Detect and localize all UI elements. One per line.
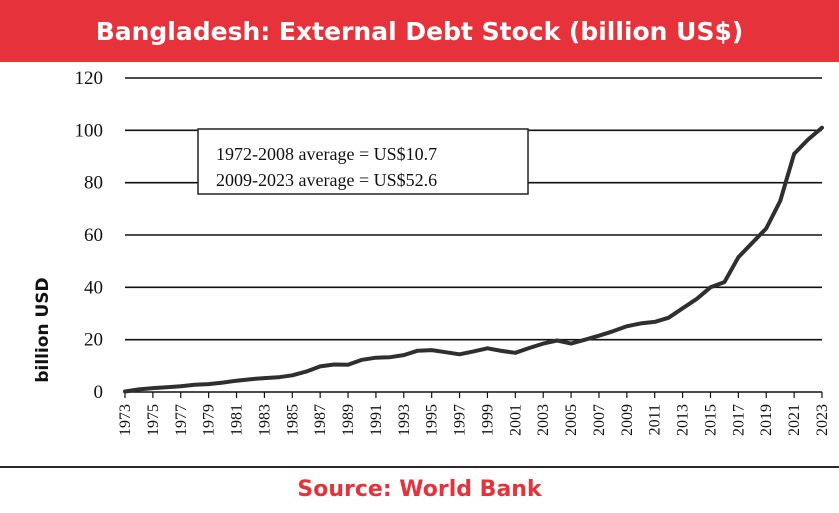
x-tick-label: 1981 bbox=[229, 404, 246, 436]
x-tick-label: 2005 bbox=[563, 404, 580, 436]
x-tick-labels: 1973 1975 1977 1979 1981 1983 1985 1987 1989 1991… bbox=[117, 404, 831, 436]
y-tick-label: 60 bbox=[84, 225, 103, 246]
x-tick-label: 2007 bbox=[591, 404, 608, 436]
y-tick-labels: 0 20 40 60 80 100 120 bbox=[75, 68, 104, 403]
x-tick-label: 1987 bbox=[312, 404, 329, 436]
x-tick-label: 2019 bbox=[758, 404, 775, 436]
x-tick-label: 2017 bbox=[730, 404, 747, 436]
x-tick-label: 1995 bbox=[424, 404, 441, 436]
y-tick-label: 0 bbox=[94, 382, 104, 403]
x-tick-label: 1999 bbox=[479, 404, 496, 436]
x-tick-label: 1983 bbox=[256, 404, 273, 436]
x-tick-label: 2001 bbox=[507, 404, 524, 436]
debt-stock-series-line bbox=[123, 125, 824, 394]
gridlines bbox=[125, 77, 822, 341]
footer-divider bbox=[0, 466, 839, 468]
average-annotation-box: 1972-2008 average = US$10.7 2009-2023 av… bbox=[197, 128, 529, 195]
x-tick-label: 1989 bbox=[340, 404, 357, 436]
x-tick-label: 1991 bbox=[368, 404, 385, 436]
source-note: Source: World Bank bbox=[297, 477, 542, 502]
y-tick-label: 80 bbox=[84, 173, 103, 194]
y-tick-label: 20 bbox=[84, 330, 103, 351]
x-tick-label: 2011 bbox=[647, 404, 664, 435]
chart-title: Bangladesh: External Debt Stock (billion… bbox=[0, 0, 839, 62]
y-axis-label: billion USD bbox=[33, 277, 53, 382]
x-tick-label: 1985 bbox=[284, 404, 301, 436]
x-tick-label: 2015 bbox=[702, 404, 719, 436]
x-tick-label: 2009 bbox=[619, 404, 636, 436]
x-tick-label: 2023 bbox=[814, 404, 831, 436]
x-tick-label: 1975 bbox=[145, 404, 162, 436]
y-tick-label: 120 bbox=[75, 68, 104, 89]
x-tick-label: 1973 bbox=[117, 404, 134, 436]
x-tick-label: 1979 bbox=[201, 404, 218, 436]
x-tick-label: 1977 bbox=[173, 404, 190, 436]
x-tick-label: 2013 bbox=[675, 404, 692, 436]
y-tick-label: 100 bbox=[75, 120, 104, 141]
annotation-line-1: 1972-2008 average = US$10.7 bbox=[216, 144, 437, 164]
annotation-box-frame bbox=[197, 128, 529, 195]
annotation-line-2: 2009-2023 average = US$52.6 bbox=[216, 170, 437, 190]
x-tick-label: 2003 bbox=[535, 404, 552, 436]
x-axis bbox=[124, 391, 823, 398]
line-chart: 0 20 40 60 80 100 120 1973 1975 1977 1979 1981 1983… bbox=[33, 68, 831, 436]
x-tick-label: 1993 bbox=[396, 404, 413, 436]
x-tick-label: 2021 bbox=[786, 404, 803, 436]
x-tick-label: 1997 bbox=[452, 404, 469, 436]
y-tick-label: 40 bbox=[84, 277, 103, 298]
